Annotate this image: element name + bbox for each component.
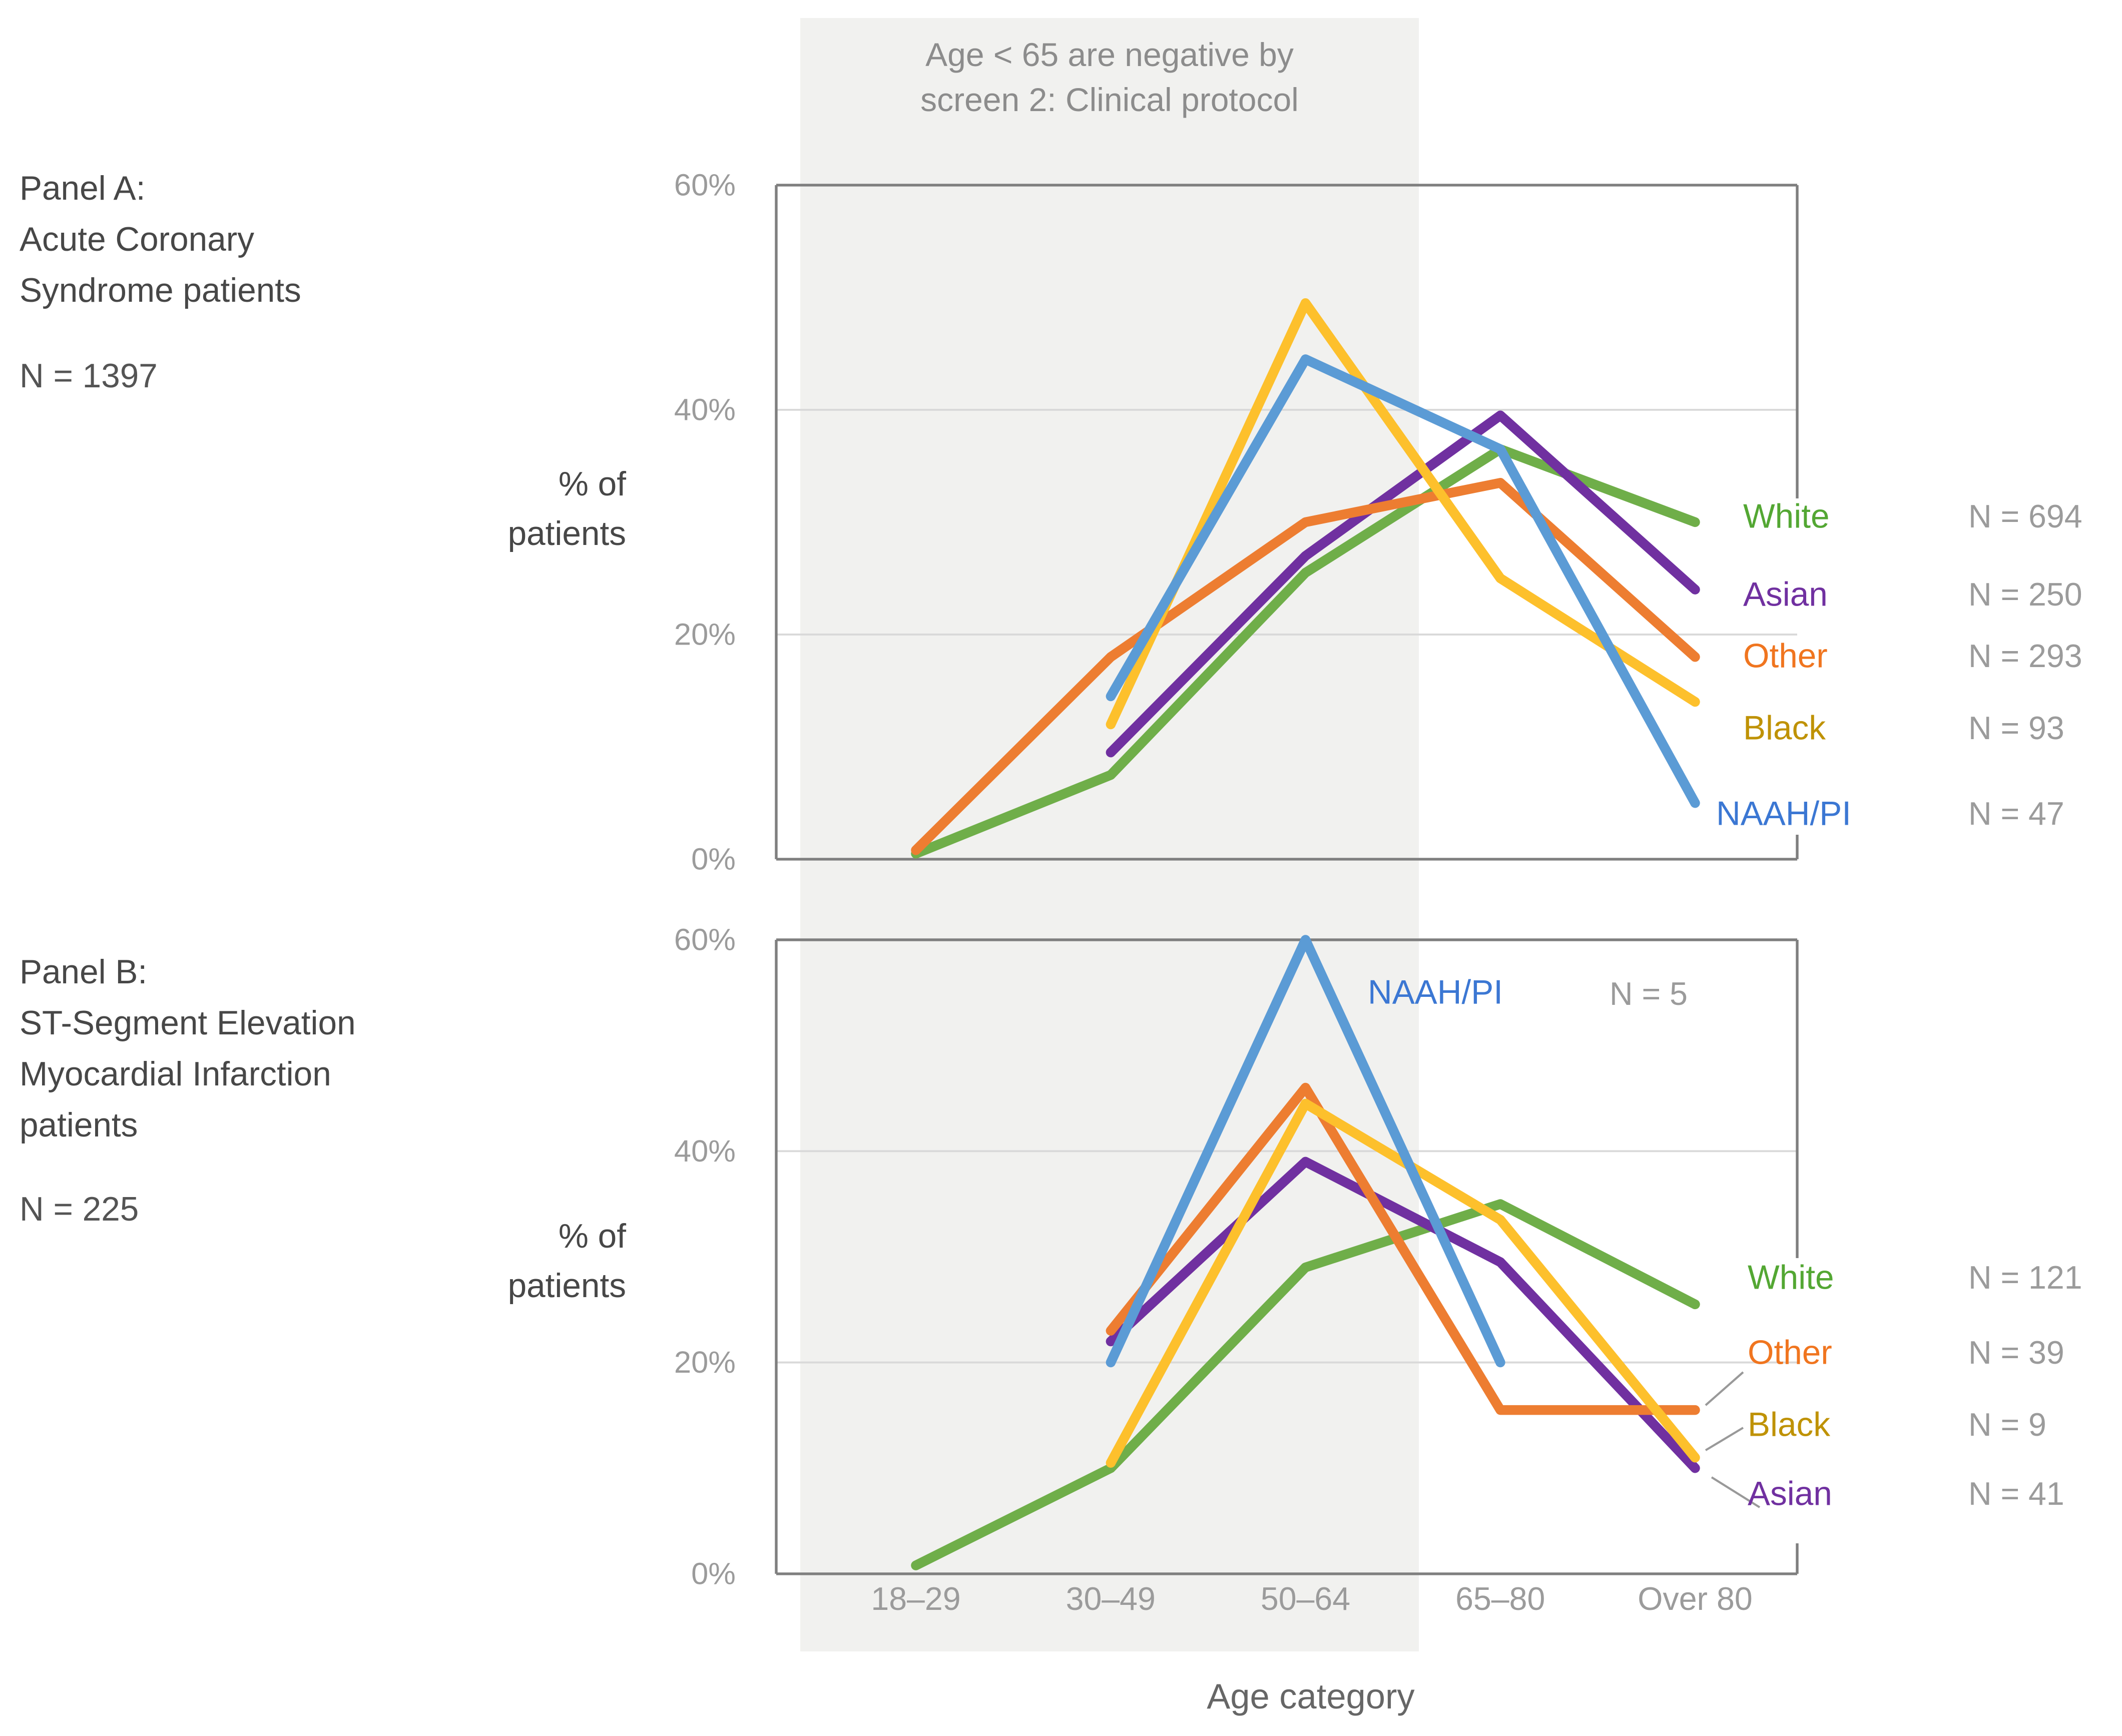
xtick-over-80: Over 80 [1638, 1581, 1752, 1617]
panel-B-legend-label-white: White [1748, 1259, 1834, 1296]
panel-A-legend-n-naah-pi: N = 47 [1968, 796, 2064, 832]
panel-a-title: Panel A: Acute Coronary Syndrome patient… [20, 164, 301, 317]
panel-B-legend-n-other: N = 39 [1968, 1335, 2064, 1371]
panel-b-y-axis-label: % of patients [401, 1212, 626, 1311]
panel-B-inline-series-n: N = 5 [1610, 976, 1688, 1012]
band-annotation-line1: Age < 65 are negative by [925, 36, 1294, 74]
panel-b-y-axis-label-line2: patients [507, 1267, 626, 1305]
panel-a-title-line1: Panel A: [20, 170, 146, 207]
panel-a-y-axis-label: % of patients [401, 459, 626, 558]
band-annotation: Age < 65 are negative by screen 2: Clini… [800, 33, 1419, 123]
panel-b-title-line3: Myocardial Infarction [20, 1055, 331, 1093]
panel-B-legend-label-other: Other [1748, 1334, 1832, 1371]
panel-B-ytick-20pct: 20% [674, 1345, 736, 1380]
panel-a-y-axis-label-line2: patients [507, 515, 626, 552]
panel-A-legend-n-white: N = 694 [1968, 498, 2082, 534]
panel-a-title-line2: Acute Coronary [20, 221, 254, 258]
panel-A-legend-n-other: N = 293 [1968, 638, 2082, 674]
panel-A-legend-label-naah-pi: NAAH/PI [1716, 795, 1851, 832]
panel-B-legend-connector-0 [1705, 1371, 1744, 1406]
panel-B-ytick-0pct: 0% [691, 1556, 736, 1591]
xtick-65-80: 65–80 [1455, 1581, 1545, 1617]
panel-a-n-total: N = 1397 [20, 357, 158, 395]
panel-B-legend-n-black: N = 9 [1968, 1407, 2046, 1443]
x-axis-title: Age category [1207, 1677, 1415, 1716]
panel-B-ytick-60pct: 60% [674, 922, 736, 957]
panel-A-legend-label-asian: Asian [1743, 575, 1828, 613]
band-annotation-line2: screen 2: Clinical protocol [920, 81, 1299, 119]
panel-b-title-line2: ST-Segment Elevation [20, 1004, 356, 1042]
panel-A-ytick-60pct: 60% [674, 168, 736, 202]
panel-b-title-line1: Panel B: [20, 953, 148, 991]
panel-b-n-total: N = 225 [20, 1191, 139, 1228]
panel-A-ytick-40pct: 40% [674, 392, 736, 427]
panel-a-y-axis-label-line1: % of [558, 465, 626, 503]
panel-a-title-line3: Syndrome patients [20, 272, 301, 309]
panel-A-legend-n-black: N = 93 [1968, 710, 2064, 746]
panel-A-ytick-20pct: 20% [674, 617, 736, 652]
panel-A-legend-label-other: Other [1743, 637, 1828, 675]
panel-A-legend-label-black: Black [1743, 709, 1826, 747]
panel-B-legend-label-asian: Asian [1748, 1475, 1832, 1512]
panel-b-y-axis-label-line1: % of [558, 1218, 626, 1255]
panel-B-ytick-40pct: 40% [674, 1134, 736, 1169]
panel-A-ytick-0pct: 0% [691, 842, 736, 876]
panel-b-title: Panel B: ST-Segment Elevation Myocardial… [20, 947, 356, 1151]
panel-B-legend-label-black: Black [1748, 1406, 1830, 1443]
panel-b-title-line4: patients [20, 1106, 138, 1144]
panel-A-legend-n-asian: N = 250 [1968, 576, 2082, 613]
panel-B-legend-connector-2 [1711, 1476, 1761, 1508]
age-under-65-highlight-band [800, 18, 1419, 1651]
panel-B-legend-n-asian: N = 41 [1968, 1476, 2064, 1512]
panel-B-legend-connector-1 [1705, 1427, 1744, 1451]
panel-B-legend-n-white: N = 121 [1968, 1260, 2082, 1296]
panel-A-legend-label-white: White [1743, 497, 1830, 535]
